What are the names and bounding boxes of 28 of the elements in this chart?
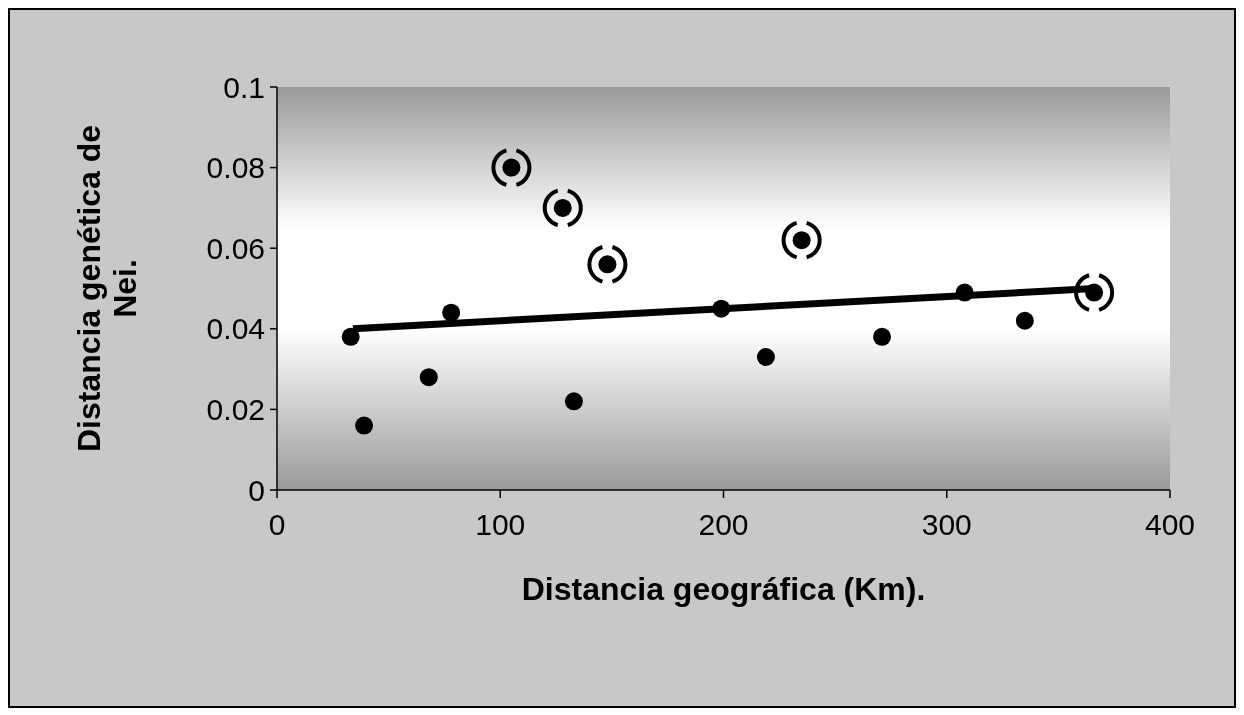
point	[598, 255, 617, 274]
point	[955, 283, 974, 302]
point	[756, 348, 775, 367]
point	[873, 327, 892, 346]
x-axis-title: Distancia geográfica (Km).	[521, 571, 926, 607]
point	[341, 327, 360, 346]
x-tick-label: 100	[475, 508, 526, 541]
x-tick-label: 200	[698, 508, 749, 541]
point	[442, 303, 461, 322]
point	[792, 231, 811, 250]
point	[564, 392, 583, 411]
point	[1015, 311, 1034, 330]
point	[712, 299, 731, 318]
y-tick-label: 0.04	[206, 312, 265, 346]
y-tick-label: 0.02	[206, 392, 265, 426]
y-tick-label: 0	[248, 473, 265, 507]
x-tick-label: 0	[268, 508, 286, 541]
y-tick-label: 0.08	[206, 151, 265, 185]
point	[419, 368, 438, 387]
point	[355, 416, 374, 435]
x-tick-label: 400	[1144, 508, 1196, 541]
y-tick-label: 0.06	[206, 231, 265, 265]
point	[502, 158, 521, 177]
y-axis-title: Distancia genética de Nei.	[71, 124, 143, 453]
point	[1085, 283, 1104, 302]
y-tick-label: 0.1	[223, 70, 265, 104]
point	[553, 198, 572, 217]
x-tick-label: 300	[921, 508, 972, 541]
